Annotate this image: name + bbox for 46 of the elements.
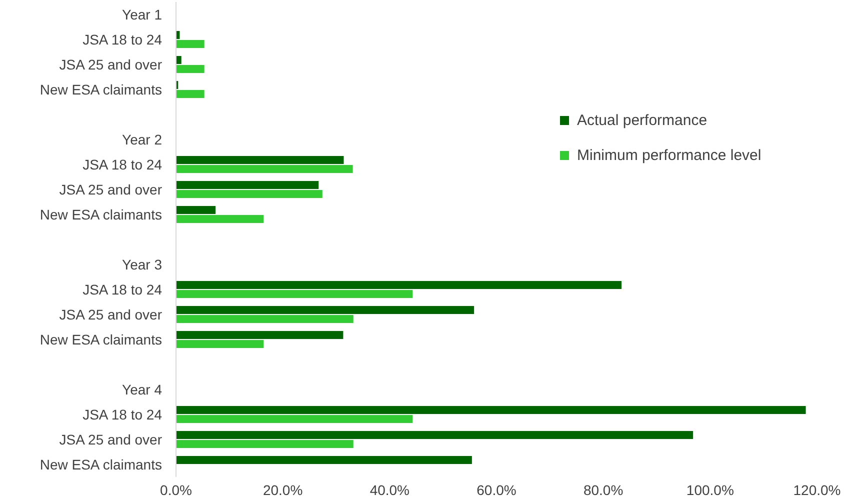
y-tick-label: JSA 18 to 24 (82, 406, 162, 422)
bar (176, 415, 413, 423)
x-tick-label: 100.0% (686, 482, 734, 498)
y-tick-label: Year 2 (122, 132, 162, 148)
x-tick-label: 0.0% (160, 482, 192, 498)
bar (176, 40, 204, 48)
bar (176, 165, 353, 173)
bar (176, 456, 472, 464)
y-tick-label: JSA 25 and over (59, 182, 162, 198)
legend-label: Minimum performance level (577, 147, 762, 164)
bar (176, 340, 264, 348)
x-tick-label: 80.0% (583, 482, 624, 498)
y-tick-label: New ESA claimants (40, 332, 162, 348)
x-tick-label: 60.0% (476, 482, 516, 498)
y-tick-label: New ESA claimants (40, 206, 162, 222)
y-tick-label: JSA 25 and over (59, 56, 162, 72)
x-tick-label: 40.0% (370, 482, 410, 498)
bar (176, 156, 344, 164)
y-tick-label: New ESA claimants (40, 82, 162, 98)
bar (176, 290, 413, 298)
y-tick-label: JSA 25 and over (59, 306, 162, 322)
bar (176, 65, 204, 73)
y-tick-label: JSA 18 to 24 (82, 282, 162, 298)
bar (176, 406, 806, 414)
bar (176, 440, 354, 448)
x-tick-label: 20.0% (262, 482, 303, 498)
y-tick-label: Year 3 (122, 256, 162, 272)
bar (176, 315, 354, 323)
bar (176, 90, 204, 98)
bar (176, 56, 182, 64)
y-tick-label: JSA 18 to 24 (82, 32, 162, 48)
bar (176, 181, 319, 189)
y-tick-label: Year 1 (122, 6, 162, 22)
bar (176, 206, 216, 214)
bar (176, 306, 474, 314)
y-tick-label: New ESA claimants (40, 456, 162, 472)
x-tick-label: 120.0% (793, 482, 841, 498)
bar (176, 431, 694, 439)
y-tick-label: JSA 18 to 24 (82, 156, 162, 172)
bar (176, 190, 322, 198)
bar (176, 215, 264, 223)
y-tick-label: JSA 25 and over (59, 432, 162, 448)
y-tick-label: Year 4 (122, 382, 162, 398)
legend-label: Actual performance (577, 112, 708, 129)
bar (176, 331, 344, 339)
bar (176, 281, 622, 289)
